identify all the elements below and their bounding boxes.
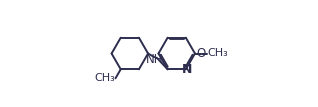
Text: O: O (197, 47, 206, 60)
Text: CH₃: CH₃ (207, 48, 228, 59)
Text: NH: NH (146, 53, 163, 66)
Text: CH₃: CH₃ (94, 73, 115, 83)
Text: N: N (182, 63, 193, 76)
